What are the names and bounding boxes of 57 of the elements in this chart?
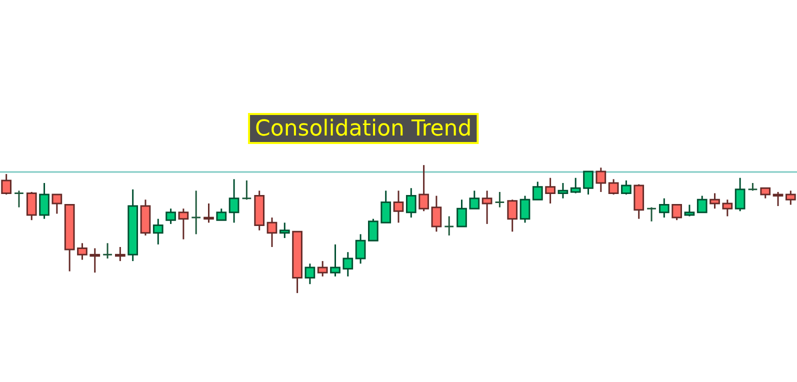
candlestick (532, 180, 543, 200)
candlestick (734, 177, 746, 212)
candlestick (115, 246, 126, 262)
candlestick (393, 190, 404, 224)
candlestick (658, 198, 670, 218)
candlestick (304, 262, 316, 285)
candlestick (152, 218, 164, 246)
candlestick (266, 216, 278, 248)
candlestick (242, 180, 252, 200)
candlestick (444, 216, 454, 236)
candlestick (431, 195, 442, 232)
candlestick (1, 173, 12, 196)
candlestick (646, 206, 657, 222)
candlestick (406, 187, 416, 218)
candlestick (26, 191, 37, 221)
candlestick (279, 222, 290, 239)
candlestick (469, 190, 480, 210)
candlestick (672, 204, 682, 221)
candlestick (166, 208, 176, 225)
candlestick (520, 195, 530, 224)
candlestick (507, 198, 518, 232)
candlestick (368, 218, 378, 242)
candlestick (90, 248, 100, 274)
candlestick (178, 208, 189, 240)
candlestick (760, 187, 771, 200)
candlestick (330, 244, 340, 278)
candlestick (342, 251, 354, 278)
candlestick (190, 190, 202, 235)
candlestick (39, 182, 50, 220)
candlestick (52, 194, 62, 214)
text: Consolidation Trend (255, 116, 472, 142)
candlestick (570, 177, 581, 194)
candlestick (494, 191, 505, 208)
candlestick (380, 190, 392, 224)
candlestick (722, 198, 733, 218)
candlestick (77, 242, 88, 261)
candlestick (608, 178, 619, 196)
candlestick (14, 190, 24, 208)
candlestick (785, 190, 796, 206)
candlestick (710, 192, 720, 210)
candlestick (583, 170, 594, 196)
candlestick (621, 180, 632, 196)
candlestick (482, 190, 492, 225)
candlestick (216, 208, 227, 221)
candlestick (772, 191, 784, 207)
candlestick (545, 177, 556, 204)
candlestick (228, 178, 240, 224)
candlestick (696, 195, 708, 214)
candlestick (317, 260, 328, 278)
candlestick (456, 198, 467, 228)
candlestick (355, 233, 366, 264)
candlestick (102, 242, 113, 260)
candlestick (684, 204, 695, 218)
candlestick (418, 164, 429, 212)
candlestick (204, 202, 214, 224)
candlestick (558, 182, 568, 200)
candlestick (596, 166, 606, 193)
